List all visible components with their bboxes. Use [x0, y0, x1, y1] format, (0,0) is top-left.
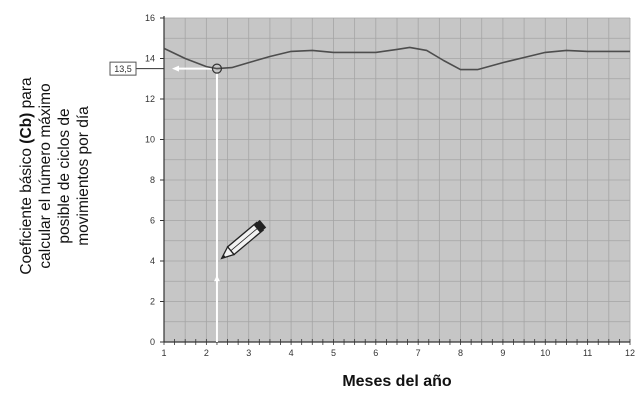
pencil-lead	[221, 254, 226, 259]
x-tick-label: 5	[331, 348, 336, 358]
grid	[163, 17, 631, 343]
pencil-tip	[220, 245, 236, 260]
x-tick-label: 6	[373, 348, 378, 358]
x-tick-label: 10	[540, 348, 550, 358]
x-tick-label: 12	[625, 348, 635, 358]
annotation-box	[109, 61, 137, 76]
y-tick-label: 4	[150, 256, 155, 266]
x-tick-label: 4	[289, 348, 294, 358]
guide-arrow-up	[213, 275, 220, 282]
y-tick-label: 8	[150, 175, 155, 185]
x-axis-label: Meses del año	[342, 373, 452, 390]
x-tick-label: 9	[500, 348, 505, 358]
x-tick-label: 2	[204, 348, 209, 358]
pencil-icon	[220, 219, 267, 260]
x-tick-label: 11	[583, 348, 592, 358]
series-line	[163, 46, 630, 71]
pencil-stripe	[230, 225, 261, 252]
pencil-eraser	[253, 219, 267, 233]
y-tick-label: 14	[145, 54, 155, 64]
y-tick-label: 2	[150, 297, 155, 307]
y-tick-label: 12	[145, 94, 155, 104]
x-tick-label: 8	[458, 348, 463, 358]
data-point-marker	[211, 63, 223, 74]
guide-arrow-left	[172, 65, 179, 72]
y-tick-label: 10	[145, 135, 155, 145]
x-tick-label: 7	[416, 348, 421, 358]
y-tick-label: 6	[150, 216, 155, 226]
x-tick-label: 3	[246, 348, 251, 358]
annotation-value: 13,5	[114, 64, 132, 74]
y-tick-label: 16	[145, 13, 155, 23]
y-tick-label: 0	[150, 337, 155, 347]
x-tick-label: 1	[161, 348, 166, 358]
